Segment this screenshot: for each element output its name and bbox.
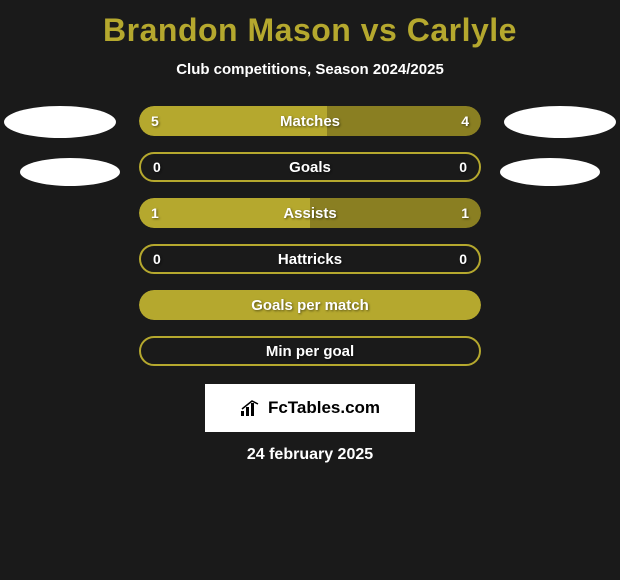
player-left-oval-2 — [20, 158, 120, 186]
stat-bar: 5 4 Matches — [139, 106, 481, 136]
bar-value-left: 1 — [151, 205, 159, 221]
bar-label: Goals — [289, 159, 331, 176]
bar-value-left: 5 — [151, 113, 159, 129]
stat-bar: 1 1 Assists — [139, 198, 481, 228]
bar-value-left: 0 — [153, 159, 161, 175]
bars-container: 5 4 Matches 0 0 Goals 1 1 Assists 0 0 Hattricks Goal… — [139, 106, 481, 366]
bar-label: Assists — [283, 205, 336, 222]
stat-bar: 0 0 Hattricks — [139, 244, 481, 274]
chart-icon — [240, 399, 262, 417]
bar-label: Hattricks — [278, 251, 342, 268]
player-left-oval-1 — [4, 106, 116, 138]
subtitle: Club competitions, Season 2024/2025 — [0, 61, 620, 78]
player-right-oval-1 — [504, 106, 616, 138]
bar-fill-right — [327, 106, 481, 136]
logo-badge: FcTables.com — [205, 384, 415, 432]
stat-bar: 0 0 Goals — [139, 152, 481, 182]
date-label: 24 february 2025 — [0, 446, 620, 464]
stat-bar: Goals per match — [139, 290, 481, 320]
bar-value-right: 4 — [461, 113, 469, 129]
stats-area: 5 4 Matches 0 0 Goals 1 1 Assists 0 0 Hattricks Goal… — [0, 106, 620, 366]
bar-value-left: 0 — [153, 251, 161, 267]
player-right-oval-2 — [500, 158, 600, 186]
logo-text: FcTables.com — [268, 398, 380, 418]
bar-label: Matches — [280, 113, 340, 130]
bar-value-right: 0 — [459, 159, 467, 175]
stat-bar: Min per goal — [139, 336, 481, 366]
bar-label: Goals per match — [251, 297, 369, 314]
bar-value-right: 1 — [461, 205, 469, 221]
page-title: Brandon Mason vs Carlyle — [0, 0, 620, 49]
bar-label: Min per goal — [266, 343, 354, 360]
bar-value-right: 0 — [459, 251, 467, 267]
